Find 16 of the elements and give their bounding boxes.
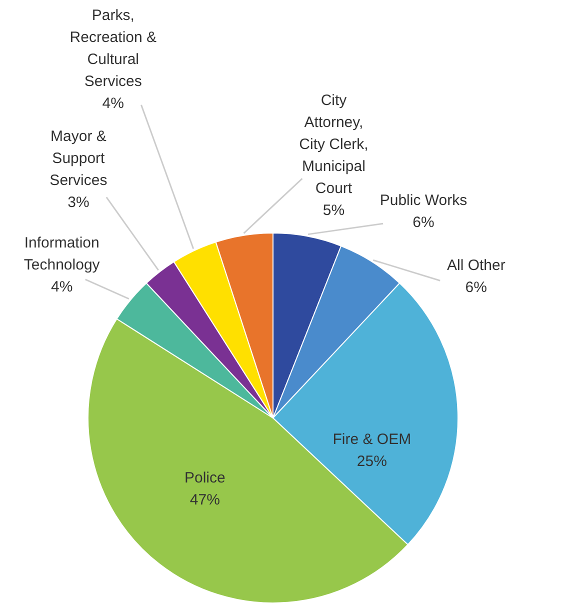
slice-label: All Other	[446, 256, 506, 274]
data-label: 6%	[465, 278, 487, 296]
data-label: 4%	[51, 278, 73, 296]
data-label: 6%	[412, 214, 434, 231]
data-label: 25%	[356, 453, 387, 470]
slice-label: Fire & OEM	[332, 431, 412, 448]
slice-label: Police	[184, 469, 226, 486]
slice-label: City Attorney, City Clerk, Municipal Court	[299, 92, 368, 197]
slice-label: Mayor & Support Services	[50, 128, 108, 189]
slice-label: Information Technology	[24, 234, 100, 274]
data-label: 47%	[190, 491, 220, 508]
data-label: 3%	[68, 194, 90, 211]
data-label: 4%	[102, 94, 124, 112]
slice-label: Parks, Recreation & Cultural Services	[70, 6, 157, 90]
slice-label: Public Works	[380, 192, 468, 209]
data-label: 5%	[322, 202, 345, 219]
